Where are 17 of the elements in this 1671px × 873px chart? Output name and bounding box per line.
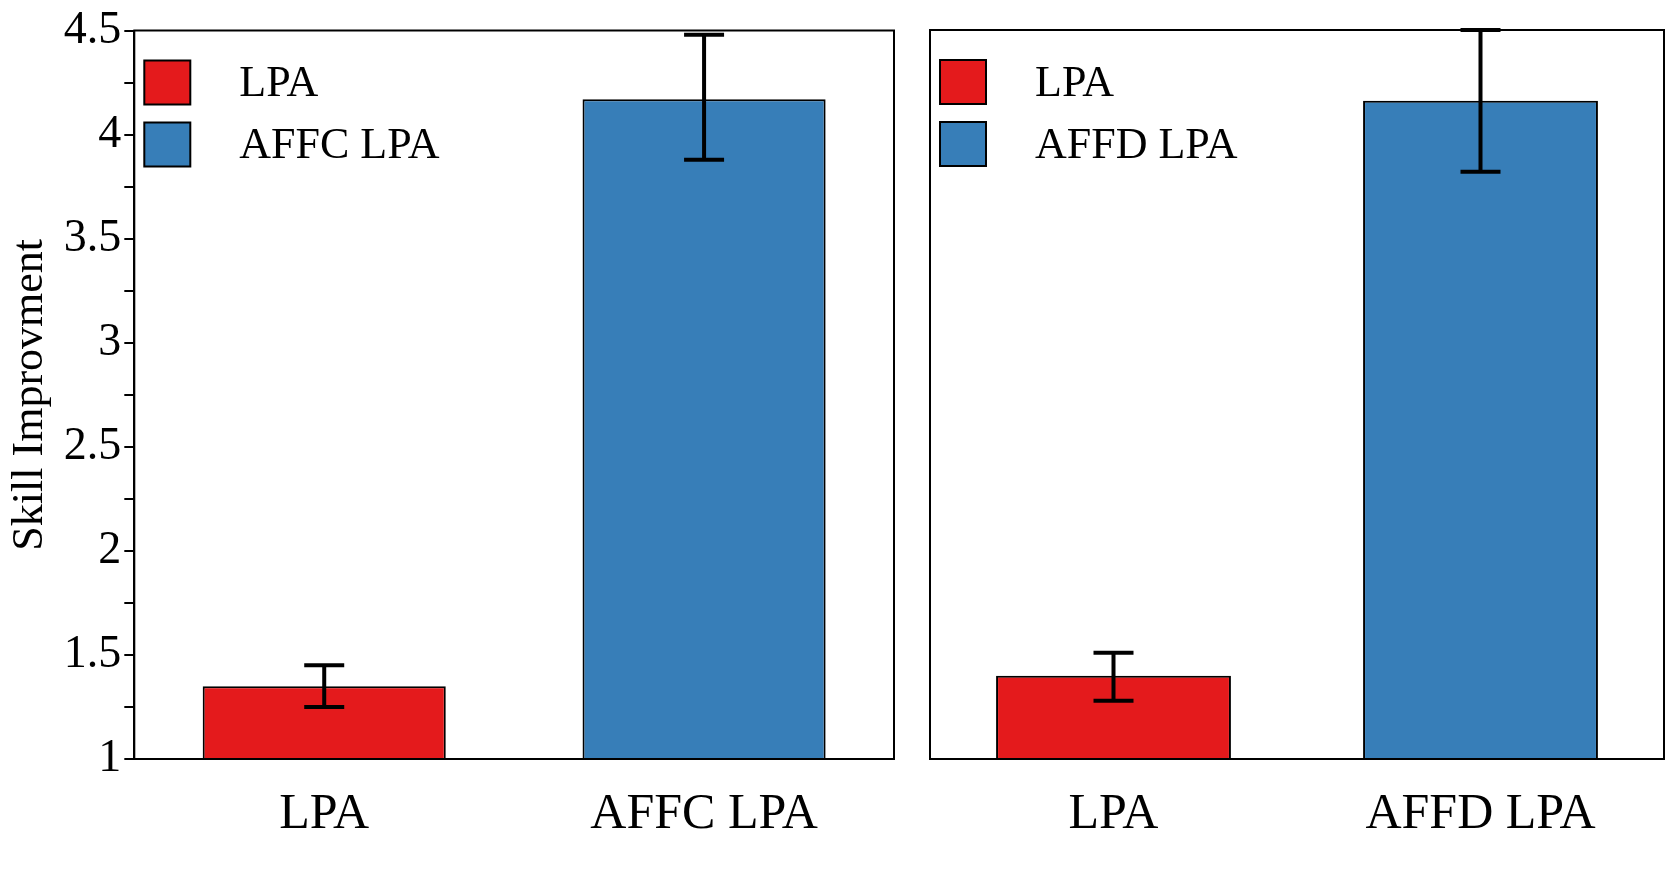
y-tick-label: 2.5 <box>63 417 122 469</box>
y-tick-label: 2 <box>98 521 122 573</box>
legend-label: AFFC LPA <box>239 119 440 169</box>
legend-label: AFFD LPA <box>1035 118 1238 168</box>
y-tick-label: 1 <box>98 730 122 782</box>
x-tick-label: AFFD LPA <box>1365 783 1596 840</box>
legend-label: LPA <box>239 57 319 107</box>
y-tick-label: 4.5 <box>63 1 122 53</box>
x-tick-label: LPA <box>1068 783 1159 840</box>
y-tick-label: 3.5 <box>63 209 122 261</box>
y-axis-title: Skill Improvment <box>2 238 52 551</box>
y-tick-label: 3 <box>98 313 122 365</box>
y-tick-label: 4 <box>98 105 122 157</box>
x-tick-label: LPA <box>279 783 370 840</box>
x-tick-label: AFFC LPA <box>590 783 818 840</box>
y-tick-label: 1.5 <box>63 626 122 678</box>
legend-label: LPA <box>1035 56 1115 106</box>
